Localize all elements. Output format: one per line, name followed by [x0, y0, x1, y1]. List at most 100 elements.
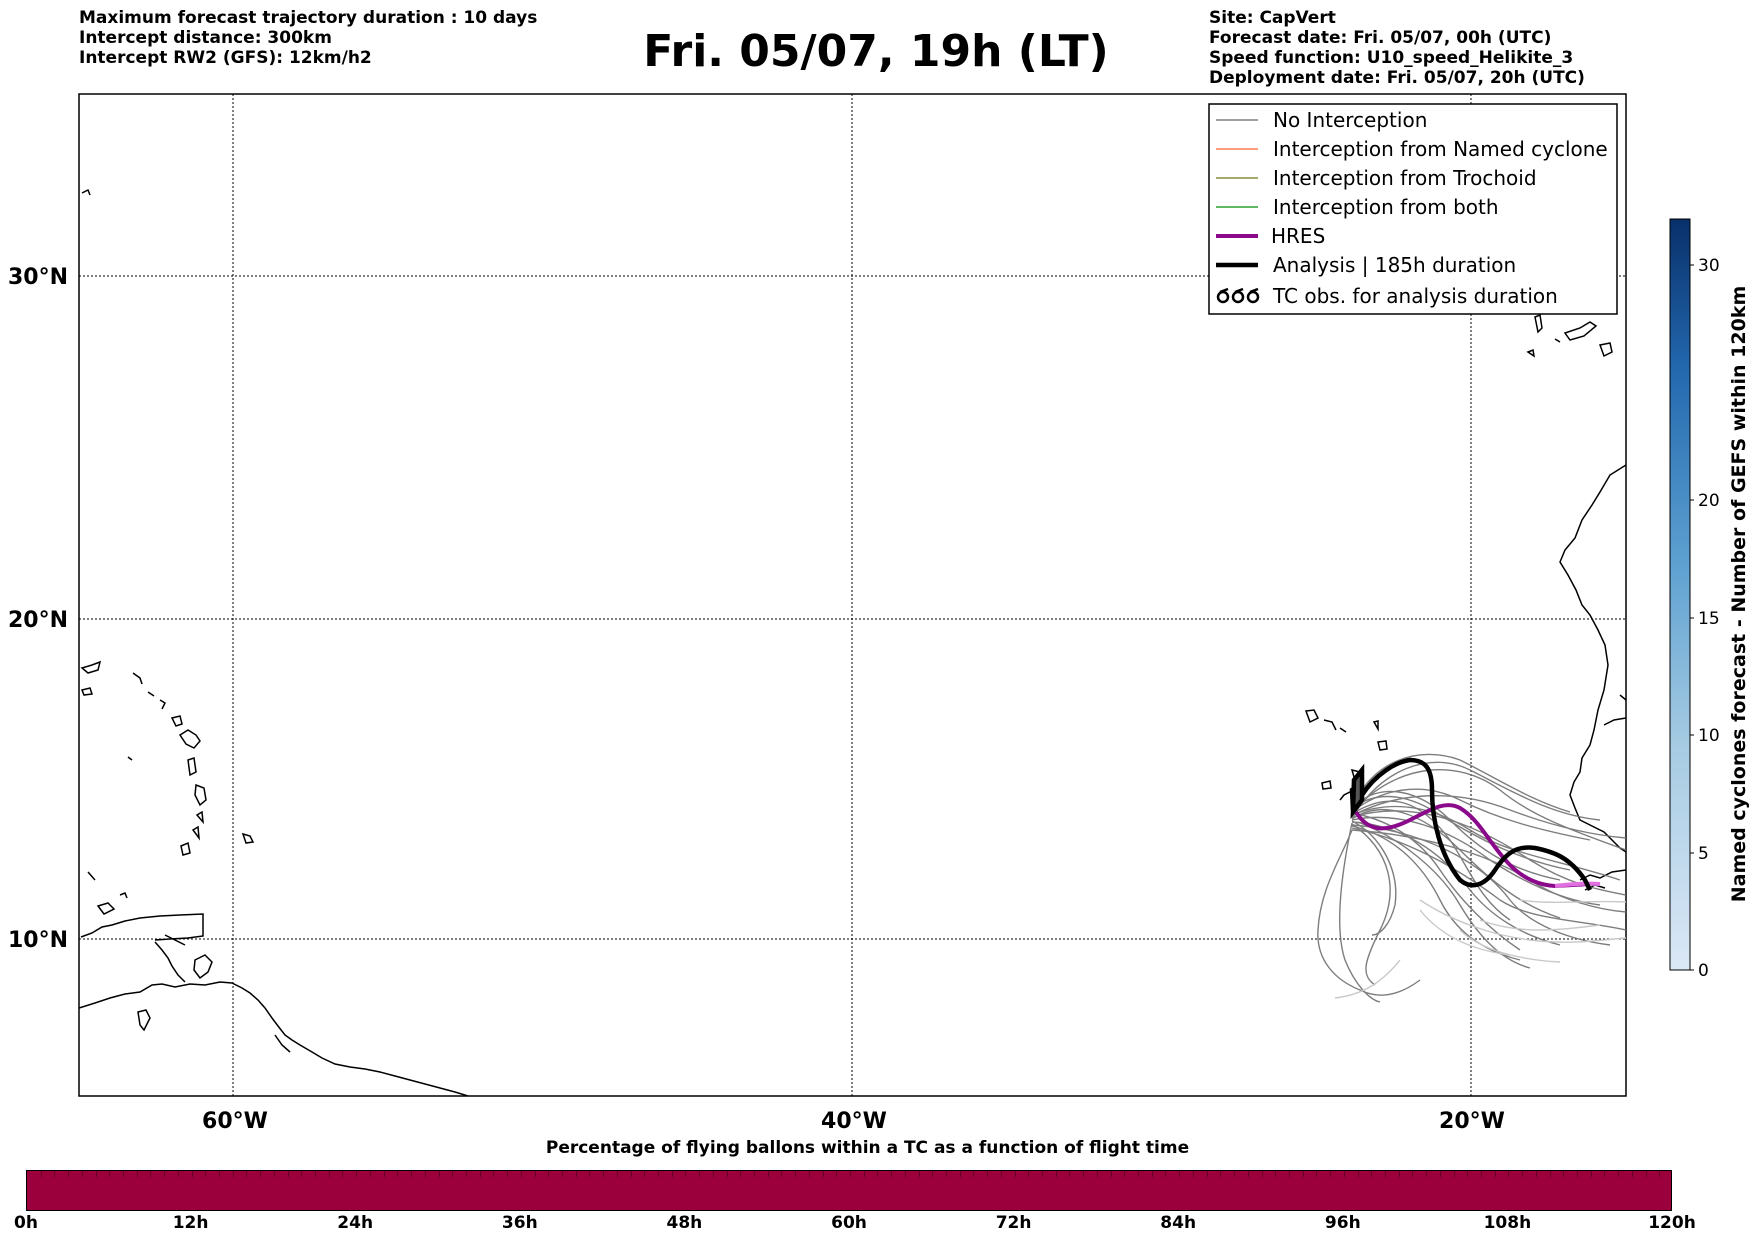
percentage-bar-segment	[987, 1171, 989, 1177]
legend-label-named-cyclone: Interception from Named cyclone	[1273, 137, 1608, 161]
percentage-bar-tick-label: 12h	[172, 1213, 209, 1233]
percentage-bar-segment	[1069, 1171, 1071, 1177]
percentage-bar-segment	[712, 1171, 714, 1177]
analysis-trajectory	[1349, 757, 1593, 892]
percentage-bar-segment	[1261, 1171, 1263, 1177]
percentage-bar-segment	[328, 1171, 330, 1177]
percentage-bar-segment	[1192, 1171, 1194, 1177]
percentage-bar-segment	[507, 1171, 509, 1177]
percentage-bar-segment	[54, 1171, 56, 1177]
colorbar-tick-0: 0	[1698, 961, 1709, 981]
percentage-bar-segment	[671, 1171, 673, 1177]
percentage-bar-segment	[150, 1171, 152, 1177]
percentage-bar-segment	[1371, 1171, 1373, 1177]
percentage-bar-segment	[260, 1171, 262, 1177]
percentage-bar-tick-label: 24h	[337, 1213, 374, 1233]
percentage-bar-tick-label: 84h	[1160, 1213, 1197, 1233]
header-forecast-date: Forecast date: Fri. 05/07, 00h (UTC)	[1209, 28, 1552, 48]
percentage-bar-segment	[1234, 1171, 1236, 1177]
analysis-start-loop	[1350, 763, 1365, 820]
percentage-bar-segment	[795, 1171, 797, 1177]
percentage-bar-segment	[740, 1171, 742, 1177]
percentage-bar-segment	[561, 1171, 563, 1177]
percentage-bar-segment	[287, 1171, 289, 1177]
percentage-bar-segment	[1522, 1171, 1524, 1177]
percentage-bar-segment	[40, 1171, 42, 1177]
percentage-bar-segment	[616, 1171, 618, 1177]
percentage-bar-segment	[1138, 1171, 1140, 1177]
percentage-bar-segment	[575, 1171, 577, 1177]
legend-label-tc-obs: TC obs. for analysis duration	[1272, 284, 1558, 308]
percentage-bar-segment	[1549, 1171, 1551, 1177]
percentage-bar-segment	[81, 1171, 83, 1177]
percentage-bar-segment	[1302, 1171, 1304, 1177]
percentage-bar-segment	[1042, 1171, 1044, 1177]
percentage-bar-segment	[1576, 1171, 1578, 1177]
colorbar-tick-15: 15	[1698, 609, 1720, 629]
percentage-bar-segment	[1055, 1171, 1057, 1177]
colorbar: 0 5 10 15 20 30 Named cyclones forecast …	[1669, 218, 1750, 981]
percentage-bar-segment	[1014, 1171, 1016, 1177]
percentage-bar-segment	[1412, 1171, 1414, 1177]
percentage-bar-tick-label: 120h	[1648, 1213, 1696, 1233]
percentage-bar-segment	[1288, 1171, 1290, 1177]
percentage-bar-segment	[123, 1171, 125, 1177]
tc-symbol-icon	[1216, 287, 1260, 304]
percentage-bar-segment	[1151, 1171, 1153, 1177]
percentage-bar-segment	[246, 1171, 248, 1177]
lat-tick-30n: 30°N	[8, 265, 68, 290]
percentage-bar-segment	[589, 1171, 591, 1177]
percentage-bar-segment	[548, 1171, 550, 1177]
percentage-bar-segment	[273, 1171, 275, 1177]
header-intercept-distance: Intercept distance: 300km	[79, 28, 332, 48]
lon-tick-20w: 20°W	[1439, 1109, 1505, 1134]
percentage-bar-segment	[315, 1171, 317, 1177]
hres-trajectory	[1354, 803, 1591, 889]
percentage-bar-segment	[1028, 1171, 1030, 1177]
percentage-bar-segment	[1439, 1171, 1441, 1177]
percentage-bar-segment	[397, 1171, 399, 1177]
percentage-bar-segment	[1179, 1171, 1181, 1177]
legend-label-analysis: Analysis | 185h duration	[1273, 253, 1516, 277]
percentage-bar-segment	[630, 1171, 632, 1177]
percentage-bar-segment	[1343, 1171, 1345, 1177]
percentage-bar-segment	[946, 1171, 948, 1177]
percentage-bar-segment	[1563, 1171, 1565, 1177]
percentage-bar-segment	[342, 1171, 344, 1177]
legend-label-both: Interception from both	[1273, 195, 1499, 219]
percentage-bar-segment	[1426, 1171, 1428, 1177]
map-gridlines	[79, 94, 1626, 1096]
percentage-bar-segment	[1083, 1171, 1085, 1177]
percentage-bar-segment	[301, 1171, 303, 1177]
header-intercept-rw2: Intercept RW2 (GFS): 12km/h2	[79, 48, 372, 68]
percentage-bar-segment	[1508, 1171, 1510, 1177]
header-speed-function: Speed function: U10_speed_Helikite_3	[1209, 48, 1574, 68]
percentage-bar-segment	[1247, 1171, 1249, 1177]
percentage-bar-segment	[877, 1171, 879, 1177]
percentage-bar-segment	[918, 1171, 920, 1177]
colorbar-tick-10: 10	[1698, 726, 1720, 746]
percentage-bar-segment	[1316, 1171, 1318, 1177]
legend-box	[1208, 103, 1618, 315]
percentage-bar-segment	[808, 1171, 810, 1177]
percentage-bar-segment	[1000, 1171, 1002, 1177]
ensemble-trajectories-light	[1334, 899, 1626, 999]
percentage-bar-segment	[1645, 1171, 1647, 1177]
percentage-bar-segment	[411, 1171, 413, 1177]
percentage-bar-segment	[465, 1171, 467, 1177]
header-deployment-date: Deployment date: Fri. 05/07, 20h (UTC)	[1209, 68, 1585, 88]
percentage-bar-segment	[1220, 1171, 1222, 1177]
percentage-bar-tick-label: 48h	[666, 1213, 703, 1233]
colorbar-gradient	[1669, 218, 1691, 971]
lon-tick-40w: 40°W	[821, 1109, 887, 1134]
percentage-bar-segment	[685, 1171, 687, 1177]
percentage-bar-segment	[1398, 1171, 1400, 1177]
hres-trajectory-tail	[1554, 881, 1601, 888]
percentage-bar-segment	[479, 1171, 481, 1177]
percentage-bar-segment	[1357, 1171, 1359, 1177]
percentage-bar-segment	[850, 1171, 851, 1177]
percentage-bar-tick-label: 36h	[501, 1213, 538, 1233]
coastline-africa	[1304, 313, 1626, 891]
percentage-bar-segment	[136, 1171, 138, 1177]
colorbar-label: Named cyclones forecast - Number of GEFS…	[1728, 286, 1750, 903]
